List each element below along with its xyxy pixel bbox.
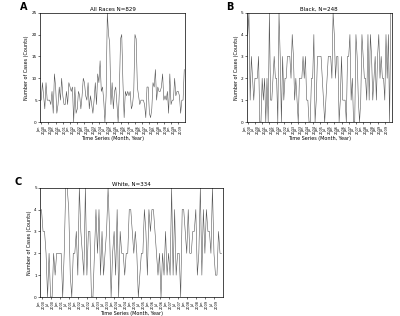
Text: C: C	[14, 177, 22, 187]
X-axis label: Time Series (Month, Year): Time Series (Month, Year)	[288, 136, 351, 141]
X-axis label: Time Series (Month, Year): Time Series (Month, Year)	[81, 136, 144, 141]
Y-axis label: Number of Cases (Counts): Number of Cases (Counts)	[24, 35, 30, 100]
Y-axis label: Number of Cases (Counts): Number of Cases (Counts)	[234, 35, 239, 100]
Title: Black, N=248: Black, N=248	[300, 7, 338, 12]
Text: A: A	[20, 2, 27, 12]
Title: White, N=334: White, N=334	[112, 182, 151, 186]
Title: All Races N=829: All Races N=829	[90, 7, 136, 12]
Y-axis label: Number of Cases (Counts): Number of Cases (Counts)	[27, 210, 32, 275]
Text: B: B	[226, 2, 234, 12]
X-axis label: Time Series (Month, Year): Time Series (Month, Year)	[100, 311, 163, 316]
